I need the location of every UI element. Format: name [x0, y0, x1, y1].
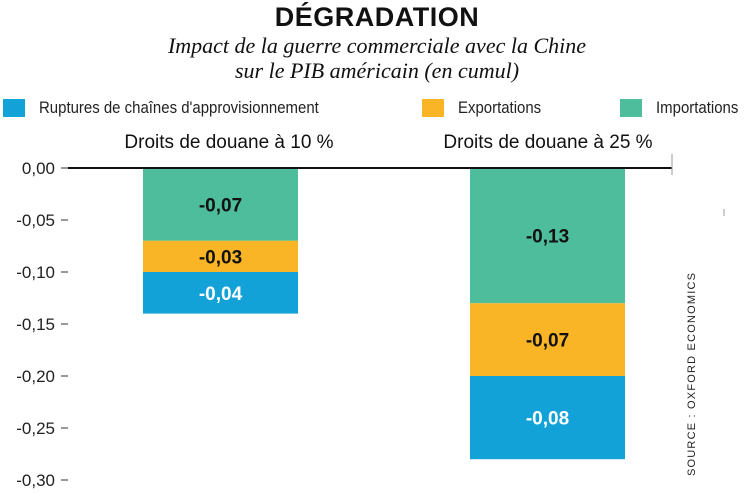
legend-label-importations: Importations — [656, 98, 739, 117]
bar-segment — [470, 303, 625, 376]
bar-segment — [470, 376, 625, 460]
legend-item-importations: Importations — [620, 96, 750, 120]
data-label: -0,07 — [199, 195, 242, 216]
y-tick-label: -0,05 — [16, 211, 55, 230]
legend-item-exportations: Exportations — [422, 96, 553, 120]
bar-segment — [143, 240, 298, 272]
legend-label-ruptures: Ruptures de chaînes d'approvisionnement — [39, 98, 319, 117]
y-tick-label: -0,30 — [16, 471, 55, 490]
subtitle-line-2: sur le PIB américain (en cumul) — [234, 58, 520, 83]
chart-title: DÉGRADATION — [274, 2, 480, 32]
bar-segment — [470, 168, 625, 304]
legend-item-ruptures: Ruptures de chaînes d'approvisionnement — [3, 96, 357, 120]
bar-segment — [143, 272, 298, 314]
subtitle-line-1: Impact de la guerre commerciale avec la … — [167, 33, 587, 58]
legend-label-exportations: Exportations — [458, 98, 542, 117]
data-label: -0,04 — [199, 284, 243, 305]
y-tick-label: -0,25 — [16, 419, 55, 438]
chart-subtitle: Impact de la guerre commerciale avec la … — [0, 33, 754, 83]
y-tick-label: -0,20 — [16, 367, 55, 386]
data-label: -0,03 — [199, 247, 242, 268]
data-label: -0,13 — [526, 227, 569, 248]
legend-swatch-ruptures — [3, 99, 25, 117]
legend-swatch-importations — [620, 99, 642, 117]
y-tick-label: -0,15 — [16, 315, 55, 334]
category-label-25: Droits de douane à 25 % — [443, 132, 653, 153]
legend-swatch-exportations — [422, 99, 444, 117]
source-note: SOURCE : OXFORD ECONOMICS — [686, 271, 698, 476]
bar-segment — [143, 168, 298, 241]
y-tick-label: -0,10 — [16, 263, 55, 282]
category-label-10: Droits de douane à 10 % — [124, 132, 334, 153]
y-tick-label: 0,00 — [22, 159, 55, 178]
data-label: -0,07 — [526, 331, 569, 352]
data-label: -0,08 — [526, 409, 569, 430]
